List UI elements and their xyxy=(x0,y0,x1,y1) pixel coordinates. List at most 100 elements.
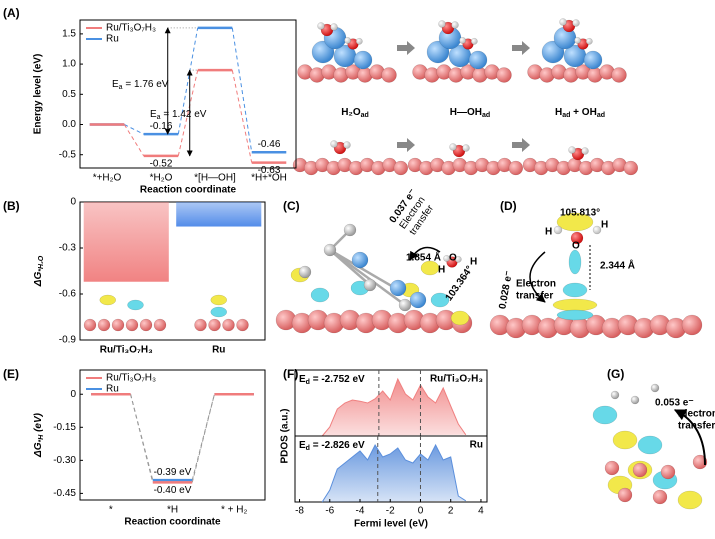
y-tick-label: 1.0 xyxy=(62,59,76,70)
y-axis-label: ΔG*H (eV) xyxy=(33,412,45,458)
y-tick-label: 0.5 xyxy=(62,89,76,100)
atom xyxy=(470,37,478,45)
atom xyxy=(363,278,377,292)
atom xyxy=(568,146,576,154)
connector xyxy=(231,27,253,153)
charge-density xyxy=(310,287,330,303)
atom xyxy=(630,395,640,405)
panel-label: (D) xyxy=(500,199,517,213)
atom xyxy=(208,318,221,332)
step-arrow xyxy=(512,138,530,152)
text-part: E xyxy=(299,374,306,385)
text-part: E xyxy=(299,440,306,451)
atom xyxy=(449,143,457,151)
atom xyxy=(572,19,580,27)
atom xyxy=(125,318,139,332)
atom xyxy=(351,251,369,269)
atom xyxy=(581,147,589,155)
x-tick-label: -8 xyxy=(295,506,304,517)
charge-label: 0.028 e⁻ xyxy=(497,270,515,310)
atom xyxy=(344,37,352,44)
y-tick-label: 0 xyxy=(70,389,76,400)
connector xyxy=(191,394,215,483)
atom xyxy=(139,318,153,332)
atom-label: O xyxy=(449,253,457,264)
bond xyxy=(329,248,406,307)
atom-label: O xyxy=(572,241,580,252)
connector xyxy=(124,124,144,135)
transfer-label: Electron xyxy=(516,279,556,290)
atom xyxy=(83,318,97,332)
atom xyxy=(393,160,409,176)
text-part: H xyxy=(555,107,562,118)
text-part: ΔG xyxy=(33,442,44,458)
x-axis-label: Reaction coordinate xyxy=(140,185,237,196)
y-axis-label: ΔG*H₂O xyxy=(33,255,45,287)
step-arrow xyxy=(397,41,415,55)
y-tick-label: -0.6 xyxy=(59,289,77,300)
charge-density xyxy=(612,430,638,450)
atom xyxy=(652,489,668,505)
x-tick-label: Ru/Ti₃O₇H₃ xyxy=(100,345,153,356)
atom-label: H xyxy=(470,257,477,268)
atom xyxy=(438,20,446,28)
x-tick-label: *+H₂O xyxy=(93,173,122,184)
atom xyxy=(389,279,407,297)
atom-label: H xyxy=(601,220,608,231)
plot-frame xyxy=(79,369,266,501)
charge-density xyxy=(450,310,470,326)
x-tick-label: -4 xyxy=(356,506,365,517)
panel-label: (G) xyxy=(607,367,624,381)
transfer-arrow xyxy=(409,246,441,261)
plot-frame xyxy=(294,435,488,503)
atom xyxy=(222,318,235,332)
value-label: -0.16 xyxy=(150,121,173,132)
panel-label: (F) xyxy=(283,367,298,381)
y-tick-label: -0.15 xyxy=(53,422,76,433)
atom xyxy=(97,318,111,332)
state-label: H₂Oad xyxy=(341,107,369,119)
atom xyxy=(330,140,338,148)
panel-label: (E) xyxy=(3,367,19,381)
charge-label: 0.053 e⁻ xyxy=(655,398,694,409)
angle-label: 105.813° xyxy=(560,208,600,219)
bar xyxy=(83,202,169,282)
connector xyxy=(123,124,145,157)
atom xyxy=(298,265,312,279)
atom xyxy=(610,390,620,400)
text-part: d xyxy=(306,445,310,452)
d-band-label: Ed = -2.826 eV xyxy=(299,440,365,452)
value-label: -0.39 eV xyxy=(154,467,192,478)
text-part: = -2.752 eV xyxy=(310,374,365,385)
bond xyxy=(329,248,396,290)
charge-density xyxy=(556,212,594,232)
state-label: Had + OHad xyxy=(555,107,605,119)
atom xyxy=(355,37,363,45)
atom xyxy=(451,21,459,29)
atom xyxy=(468,50,488,70)
state-label: H—OHad xyxy=(450,107,490,119)
y-tick-label: -0.45 xyxy=(53,488,76,499)
atom xyxy=(604,460,620,476)
y-tick-label: -0.3 xyxy=(59,243,77,254)
atom xyxy=(617,487,633,503)
charge-density xyxy=(677,490,703,510)
legend-label: Ru/Ti₃O₇H₃ xyxy=(106,23,156,34)
atom xyxy=(409,291,427,309)
dos-area xyxy=(321,443,467,503)
x-axis-label: Fermi level (eV) xyxy=(354,519,428,530)
bond-label: 1.854 Å xyxy=(406,251,441,264)
step-arrow xyxy=(397,138,415,152)
charge-density xyxy=(430,292,450,308)
charge-density xyxy=(99,294,116,306)
atom xyxy=(323,243,337,257)
atom xyxy=(570,231,584,245)
x-tick-label: *[H—OH] xyxy=(194,173,236,184)
transfer-arrow xyxy=(529,251,546,303)
value-label: -0.52 xyxy=(150,159,173,170)
x-tick-label: 4 xyxy=(478,506,484,517)
series-label: Ru xyxy=(470,440,483,451)
charge-density xyxy=(568,249,582,275)
x-tick-label: * + H₂ xyxy=(221,505,248,516)
x-tick-label: -2 xyxy=(386,506,395,517)
